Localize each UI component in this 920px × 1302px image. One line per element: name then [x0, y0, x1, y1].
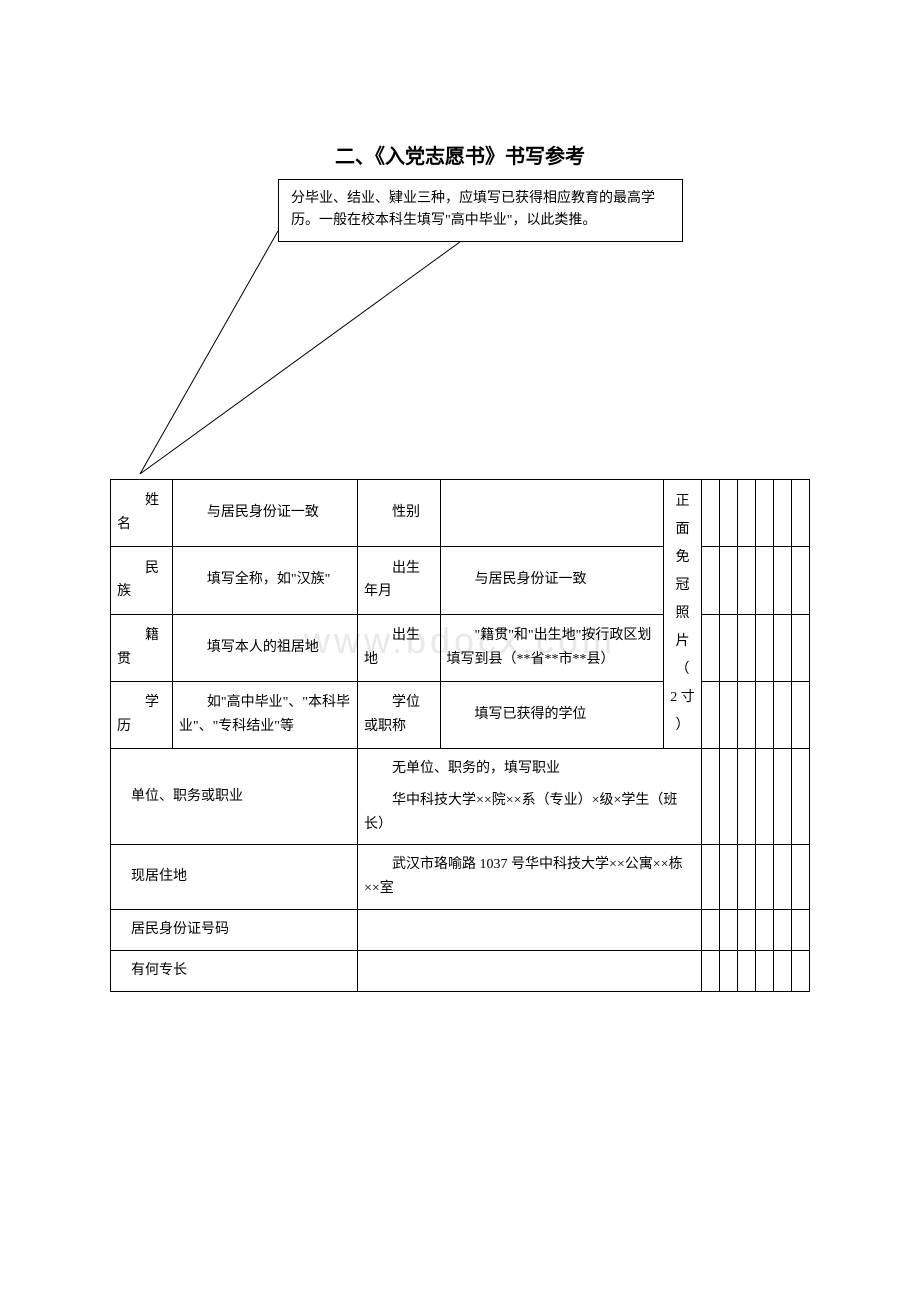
spacer-1a — [702, 480, 720, 547]
unit-line1: 无单位、职务的，填写职业 — [364, 757, 695, 781]
spacer-1f — [792, 480, 810, 547]
residence-label: 现居住地 — [111, 845, 358, 910]
birth-value: 与居民身份证一致 — [440, 547, 664, 614]
education-label: 学历 — [111, 681, 173, 748]
spacer-8a — [702, 950, 720, 991]
application-form-table: 姓名 与居民身份证一致 性别 正面免冠照片（2 寸） 民族 填写全称，如"汉族"… — [110, 479, 810, 992]
spacer-8d — [756, 950, 774, 991]
spacer-5c — [738, 749, 756, 845]
spacer-8b — [720, 950, 738, 991]
spacer-3a — [702, 614, 720, 681]
spacer-4c — [738, 681, 756, 748]
spacer-6c — [738, 845, 756, 910]
callout-box: 分毕业、结业、肄业三种，应填写已获得相应教育的最高学历。一般在校本科生填写"高中… — [278, 179, 683, 242]
name-label: 姓名 — [111, 480, 173, 547]
spacer-5d — [756, 749, 774, 845]
callout-wrapper: 分毕业、结业、肄业三种，应填写已获得相应教育的最高学历。一般在校本科生填写"高中… — [110, 179, 810, 479]
spacer-8c — [738, 950, 756, 991]
degree-label: 学位或职称 — [357, 681, 440, 748]
education-value: 如"高中毕业"、"本科毕业"、"专科结业"等 — [172, 681, 357, 748]
id-number-value — [357, 909, 701, 950]
spacer-5a — [702, 749, 720, 845]
page-title: 二、《入党志愿书》书写参考 — [110, 140, 810, 169]
name-value: 与居民身份证一致 — [172, 480, 357, 547]
spacer-3f — [792, 614, 810, 681]
spacer-5f — [792, 749, 810, 845]
spacer-2d — [756, 547, 774, 614]
ethnicity-value: 填写全称，如"汉族" — [172, 547, 357, 614]
unit-value: 无单位、职务的，填写职业 华中科技大学××院××系（专业）×级×学生（班长） — [357, 749, 701, 845]
spacer-1d — [756, 480, 774, 547]
spacer-3b — [720, 614, 738, 681]
specialty-label: 有何专长 — [111, 950, 358, 991]
native-place-value: 填写本人的祖居地 — [172, 614, 357, 681]
spacer-7e — [774, 909, 792, 950]
spacer-7a — [702, 909, 720, 950]
spacer-6f — [792, 845, 810, 910]
spacer-7d — [756, 909, 774, 950]
spacer-5e — [774, 749, 792, 845]
spacer-3e — [774, 614, 792, 681]
spacer-2c — [738, 547, 756, 614]
spacer-6d — [756, 845, 774, 910]
spacer-2b — [720, 547, 738, 614]
spacer-7f — [792, 909, 810, 950]
spacer-1c — [738, 480, 756, 547]
spacer-6a — [702, 845, 720, 910]
birth-place-label: 出生地 — [357, 614, 440, 681]
spacer-7b — [720, 909, 738, 950]
unit-line2: 华中科技大学××院××系（专业）×级×学生（班长） — [364, 789, 695, 837]
unit-label: 单位、职务或职业 — [111, 749, 358, 845]
specialty-value — [357, 950, 701, 991]
spacer-6e — [774, 845, 792, 910]
spacer-7c — [738, 909, 756, 950]
spacer-2e — [774, 547, 792, 614]
ethnicity-label: 民族 — [111, 547, 173, 614]
spacer-4e — [774, 681, 792, 748]
photo-cell: 正面免冠照片（2 寸） — [664, 480, 702, 749]
spacer-3d — [756, 614, 774, 681]
gender-value — [440, 480, 664, 547]
spacer-1e — [774, 480, 792, 547]
degree-value: 填写已获得的学位 — [440, 681, 664, 748]
spacer-4a — [702, 681, 720, 748]
spacer-5b — [720, 749, 738, 845]
spacer-4b — [720, 681, 738, 748]
spacer-4d — [756, 681, 774, 748]
id-number-label: 居民身份证号码 — [111, 909, 358, 950]
spacer-3c — [738, 614, 756, 681]
spacer-4f — [792, 681, 810, 748]
native-place-label: 籍贯 — [111, 614, 173, 681]
spacer-8f — [792, 950, 810, 991]
residence-value: 武汉市珞喻路 1037 号华中科技大学××公寓××栋××室 — [357, 845, 701, 910]
spacer-1b — [720, 480, 738, 547]
birth-place-value: "籍贯"和"出生地"按行政区划填写到县（**省**市**县） — [440, 614, 664, 681]
spacer-2a — [702, 547, 720, 614]
birth-label: 出生年月 — [357, 547, 440, 614]
gender-label: 性别 — [357, 480, 440, 547]
spacer-6b — [720, 845, 738, 910]
spacer-8e — [774, 950, 792, 991]
spacer-2f — [792, 547, 810, 614]
